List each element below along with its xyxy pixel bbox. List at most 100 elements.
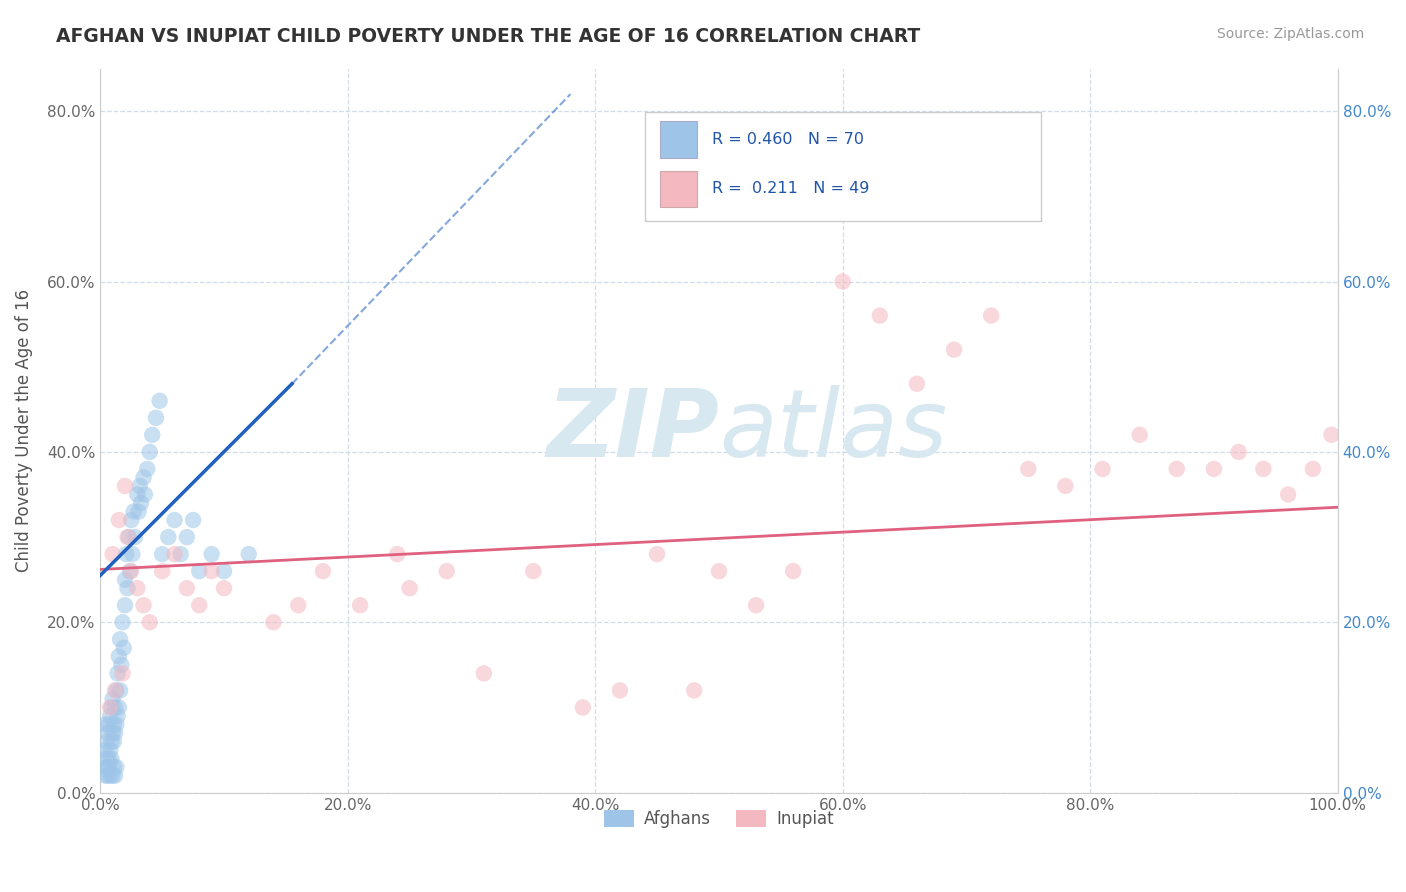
Point [117,530,139,544]
Bar [659,121,696,158]
Point [1227,445,1250,459]
Point [181,513,204,527]
Point [1302,462,1324,476]
Point [98,709,121,723]
Point [97,717,120,731]
Point [118,564,141,578]
Point [103,760,125,774]
Point [141,427,163,442]
Point [905,376,928,391]
Point [745,599,768,613]
Point [980,309,1002,323]
Point [201,547,224,561]
Text: R = 0.460   N = 70: R = 0.460 N = 70 [711,132,863,147]
Point [127,487,149,501]
Point [108,513,131,527]
Y-axis label: Child Poverty Under the Age of 16: Child Poverty Under the Age of 16 [15,289,32,572]
Point [1129,427,1152,442]
Point [609,683,631,698]
Point [683,683,706,698]
Point [120,513,142,527]
Point [157,530,180,544]
Point [94,717,117,731]
Point [111,615,134,630]
Point [112,640,135,655]
FancyBboxPatch shape [645,112,1040,220]
Point [120,564,142,578]
Point [176,530,198,544]
Point [97,769,120,783]
Point [150,547,173,561]
Point [387,547,409,561]
Point [134,487,156,501]
Text: R =  0.211   N = 49: R = 0.211 N = 49 [711,181,869,196]
Point [105,760,128,774]
Point [139,615,162,630]
Point [707,564,730,578]
Point [114,599,136,613]
Point [201,564,224,578]
Point [1277,487,1299,501]
Point [869,309,891,323]
Point [94,769,117,783]
Point [1202,462,1225,476]
Point [287,599,309,613]
Text: ZIP: ZIP [546,384,718,476]
Point [108,700,131,714]
Point [128,479,150,493]
Point [170,547,193,561]
Point [522,564,544,578]
Point [101,547,124,561]
Point [100,734,122,748]
Point [349,599,371,613]
Point [107,666,129,681]
Point [115,547,138,561]
Point [98,700,121,714]
Point [97,726,120,740]
Point [100,751,122,765]
Point [139,445,162,459]
Point [132,470,155,484]
Point [128,504,150,518]
Point [104,726,127,740]
Point [97,751,120,765]
Point [110,657,132,672]
Point [108,632,131,647]
Point [118,530,141,544]
Point [782,564,804,578]
Point [127,581,149,595]
Point [105,717,128,731]
Point [96,734,118,748]
Point [114,479,136,493]
Point [263,615,285,630]
Point [136,462,159,476]
Point [188,599,211,613]
Point [94,743,117,757]
Point [101,692,124,706]
Point [645,547,668,561]
Point [163,547,186,561]
Point [104,683,127,698]
Point [1166,462,1188,476]
Point [100,700,122,714]
Point [124,530,146,544]
Point [238,547,260,561]
Point [188,564,211,578]
Text: AFGHAN VS INUPIAT CHILD POVERTY UNDER THE AGE OF 16 CORRELATION CHART: AFGHAN VS INUPIAT CHILD POVERTY UNDER TH… [56,27,921,45]
Point [212,564,235,578]
Point [312,564,335,578]
Point [114,573,136,587]
Point [145,410,167,425]
Point [572,700,595,714]
Point [98,769,121,783]
Legend: Afghans, Inupiat: Afghans, Inupiat [598,804,841,835]
Point [111,666,134,681]
Point [1054,479,1077,493]
Point [163,513,186,527]
Bar [659,170,696,207]
Point [149,393,172,408]
Point [212,581,235,595]
Point [1017,462,1039,476]
Point [122,504,145,518]
Point [436,564,458,578]
